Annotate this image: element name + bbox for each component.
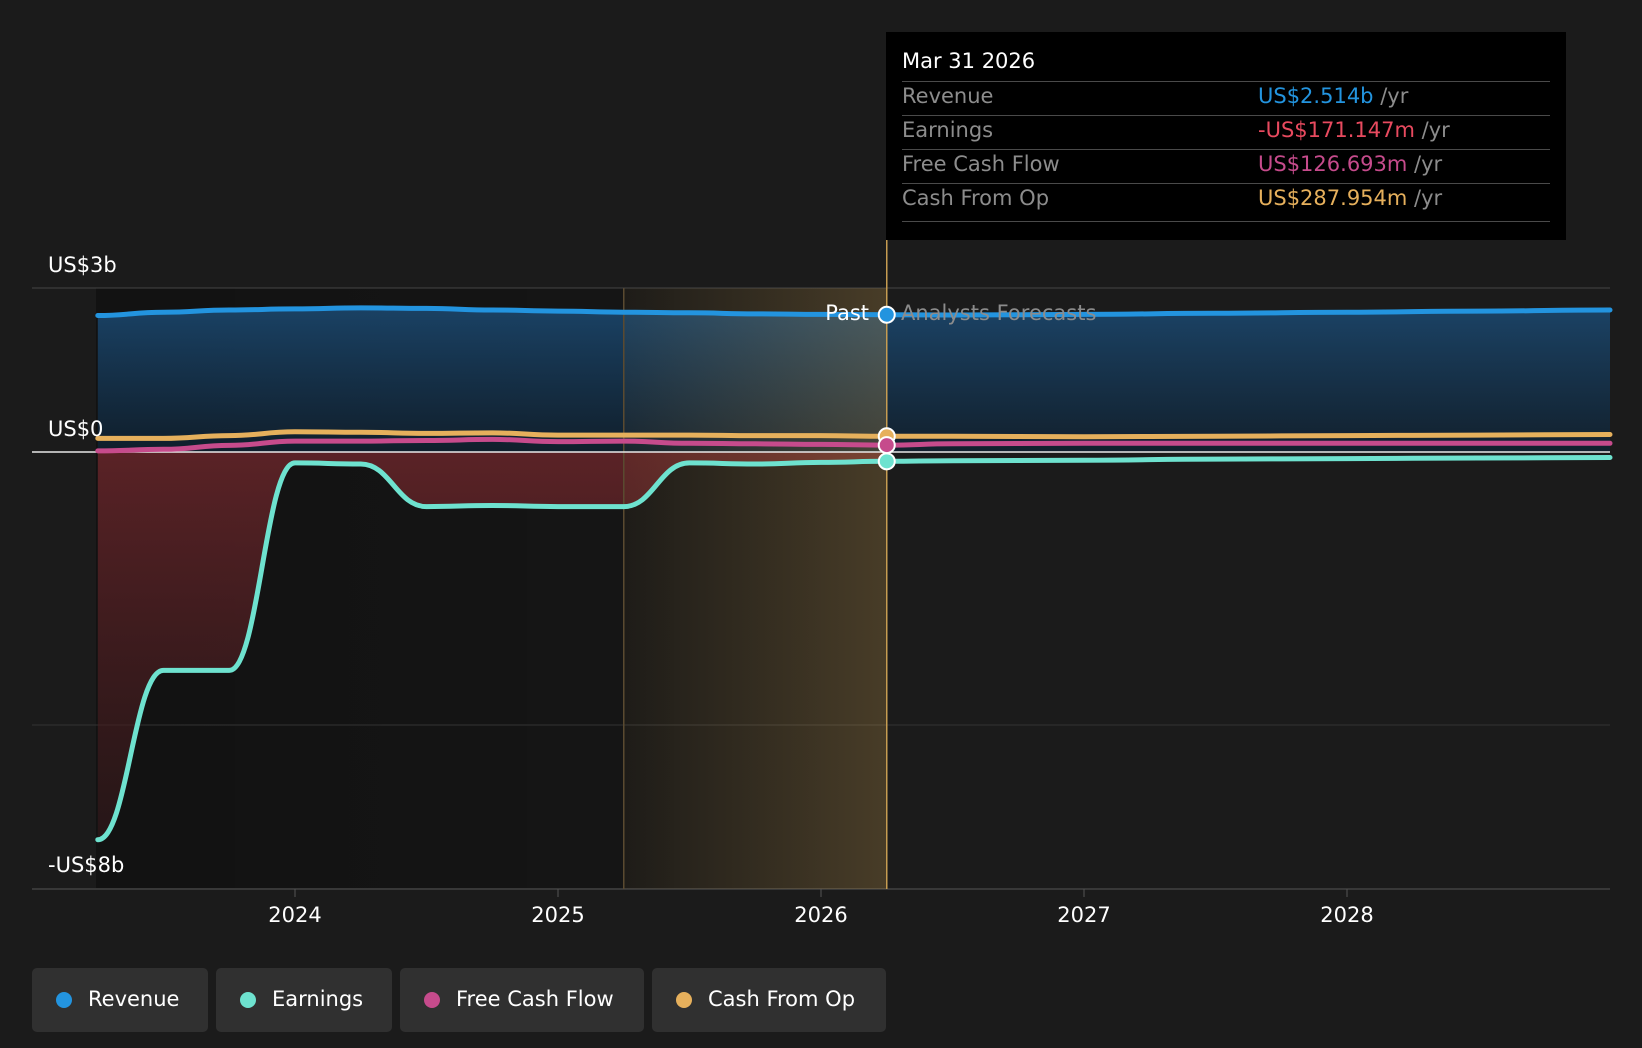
legend-label-revenue: Revenue	[88, 987, 180, 1011]
legend-label-cash-from-op: Cash From Op	[708, 987, 856, 1011]
tooltip-markers	[877, 305, 896, 471]
free-cash-flow-marker	[877, 436, 896, 455]
past-year-highlight	[623, 288, 887, 889]
forecast-label: Analysts Forecasts	[901, 301, 1096, 325]
tooltip-value-earnings: -US$171.147m	[1258, 118, 1415, 142]
cash-from-op-dot-icon	[676, 992, 692, 1008]
y-label-zero: US$0	[48, 417, 103, 441]
tooltip-row-cash-from-op: Cash From Op US$287.954m /yr	[902, 183, 1550, 217]
tooltip-divider	[902, 149, 1550, 150]
revenue-line[interactable]	[95, 305, 1613, 318]
tooltip-value-revenue: US$2.514b	[1258, 84, 1374, 108]
earnings-marker	[877, 452, 896, 471]
cash-from-op-line[interactable]	[95, 429, 1613, 441]
legend-item-earnings[interactable]: Earnings	[216, 968, 392, 1032]
tooltip-unit: /yr	[1421, 118, 1450, 142]
past-label: Past	[825, 301, 869, 325]
x-tick-label: 2026	[794, 903, 847, 927]
tooltip-divider	[902, 183, 1550, 184]
y-label-top: US$3b	[48, 253, 117, 277]
tooltip-divider	[902, 115, 1550, 116]
legend-label-free-cash-flow: Free Cash Flow	[456, 987, 614, 1011]
tooltip-row-free-cash-flow: Free Cash Flow US$126.693m /yr	[902, 149, 1550, 183]
legend-item-cash-from-op[interactable]: Cash From Op	[652, 968, 886, 1032]
tooltip-row-earnings: Earnings -US$171.147m /yr	[902, 115, 1550, 149]
legend-item-free-cash-flow[interactable]: Free Cash Flow	[400, 968, 644, 1032]
free-cash-flow-line[interactable]	[95, 436, 1613, 454]
x-tick-label: 2028	[1320, 903, 1373, 927]
y-label-bottom: -US$8b	[48, 853, 124, 877]
tooltip-panel: Mar 31 2026 Revenue US$2.514b /yr Earnin…	[886, 32, 1566, 240]
tooltip-unit: /yr	[1414, 186, 1443, 210]
tooltip-label-earnings: Earnings	[902, 118, 994, 142]
tooltip-unit: /yr	[1380, 84, 1409, 108]
revenue-marker	[877, 305, 896, 324]
tooltip-label-revenue: Revenue	[902, 84, 994, 108]
x-axis-ticks: 2024 2025 2026 2027 2028	[268, 889, 1374, 927]
x-tick-label: 2027	[1057, 903, 1110, 927]
tooltip-label-cash-from-op: Cash From Op	[902, 186, 1050, 210]
revenue-dot-icon	[56, 992, 72, 1008]
tooltip-label-free-cash-flow: Free Cash Flow	[902, 152, 1060, 176]
tooltip-value-cash-from-op: US$287.954m	[1258, 186, 1408, 210]
earnings-dot-icon	[240, 992, 256, 1008]
tooltip-value-free-cash-flow: US$126.693m	[1258, 152, 1408, 176]
x-tick-label: 2024	[268, 903, 321, 927]
free-cash-flow-dot-icon	[424, 992, 440, 1008]
earnings-line[interactable]	[95, 455, 1613, 843]
tooltip-divider	[902, 221, 1550, 222]
tooltip-date: Mar 31 2026	[902, 49, 1036, 73]
tooltip-row-revenue: Revenue US$2.514b /yr	[902, 81, 1550, 115]
tooltip-divider	[902, 81, 1550, 82]
x-tick-label: 2025	[531, 903, 584, 927]
earnings-negative-area	[97, 452, 887, 840]
legend-label-earnings: Earnings	[272, 987, 364, 1011]
legend-item-revenue[interactable]: Revenue	[32, 968, 208, 1032]
tooltip-unit: /yr	[1414, 152, 1443, 176]
